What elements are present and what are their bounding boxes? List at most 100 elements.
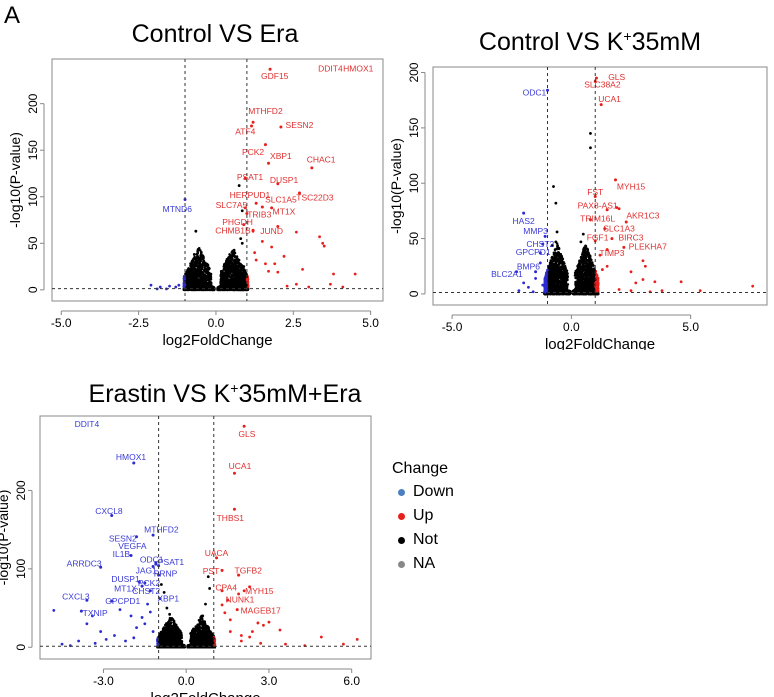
data-point [183, 277, 187, 281]
data-point [587, 264, 591, 267]
data-point [238, 265, 241, 269]
data-point-not [589, 132, 592, 135]
data-point [559, 283, 563, 286]
data-point [581, 273, 585, 277]
data-point-myh15 [614, 178, 618, 182]
data-point [192, 288, 196, 292]
data-point-up [698, 289, 702, 293]
data-point [224, 265, 227, 269]
data-point-not [189, 274, 193, 278]
data-point [199, 282, 203, 285]
data-point [589, 277, 593, 281]
data-point [194, 256, 197, 260]
data-point-herpud1 [254, 201, 258, 205]
data-point [595, 287, 598, 290]
data-point-down [522, 281, 526, 285]
data-point [238, 280, 242, 283]
data-point-up [260, 240, 264, 243]
data-point [590, 264, 594, 267]
data-point [194, 264, 197, 268]
data-point [582, 283, 586, 287]
data-point [204, 275, 208, 279]
data-point [236, 267, 239, 270]
data-point [555, 278, 559, 281]
data-point-not [199, 269, 202, 273]
data-point-up [353, 272, 357, 276]
data-point [192, 275, 195, 278]
data-point [201, 277, 204, 281]
data-point [592, 280, 595, 283]
data-point-tsc22d3 [297, 191, 301, 195]
data-point [194, 271, 197, 274]
chart-title: Erastin VS K+35mM+Era [89, 380, 362, 408]
gene-label-atf4: ATF4 [235, 127, 255, 137]
gene-label-mtnd6: MTND6 [163, 204, 193, 214]
data-point-not [192, 253, 196, 256]
data-point-mthfd2 [251, 120, 255, 124]
data-point-not [240, 241, 244, 245]
data-point [575, 271, 579, 275]
data-point-not [233, 260, 236, 264]
data-point [555, 254, 558, 258]
data-point-up [679, 280, 683, 284]
data-point-up [751, 284, 755, 288]
data-point-sesn2 [279, 125, 283, 129]
data-point [544, 281, 547, 285]
data-point-up [321, 241, 325, 245]
data-point [580, 256, 583, 260]
data-point [197, 261, 200, 264]
gene-label-odc1: ODC1 [523, 87, 547, 97]
data-point-pax8-as1 [605, 208, 609, 212]
data-point [233, 270, 237, 274]
chart-title-superscript: + [623, 28, 631, 44]
data-point [239, 273, 242, 276]
data-point [197, 267, 200, 271]
data-point [576, 287, 579, 291]
data-point-not [555, 230, 559, 234]
gene-label-pck2: PCK2 [242, 147, 264, 157]
data-point [241, 268, 245, 272]
data-point [576, 275, 579, 278]
data-point [561, 264, 564, 268]
data-point-not [579, 240, 583, 244]
data-point-atf4 [250, 124, 254, 128]
data-point [233, 255, 236, 258]
data-point [560, 254, 563, 258]
data-point [544, 275, 548, 278]
chart-title: Control VS Era [132, 20, 299, 48]
data-point [558, 287, 561, 291]
data-point [578, 287, 582, 291]
y-tick-label: 0 [26, 286, 40, 293]
data-point [584, 259, 587, 263]
volcano-plot-erastin-vs-k35mm-era: Erastin VS K+35mM+EraDDIT4HMOX1CXCL8MTHF… [0, 380, 372, 697]
data-point [230, 256, 233, 260]
data-point-down [174, 285, 178, 289]
data-point [227, 255, 231, 259]
data-point-timp3 [605, 248, 609, 252]
data-point [578, 259, 581, 263]
chart-title-main: Erastin VS K [89, 380, 231, 408]
data-point [204, 263, 207, 266]
data-point [554, 286, 558, 290]
data-point [219, 275, 223, 278]
data-point [238, 275, 242, 278]
data-point [582, 248, 586, 251]
gene-label-slc7a5: SLC7A5 [216, 200, 248, 210]
data-point [225, 274, 228, 278]
data-point [546, 268, 549, 272]
data-point-hmox1 [351, 56, 354, 59]
y-tick-label: 50 [26, 236, 40, 250]
data-point-slc7a5 [243, 206, 247, 210]
data-point [216, 286, 220, 289]
data-point [556, 271, 559, 275]
data-point-up [318, 235, 321, 239]
gene-label-pax8-as1: PAX8-AS1 [578, 200, 618, 210]
data-point [188, 284, 191, 288]
data-point [553, 251, 557, 254]
data-point [189, 264, 192, 268]
data-point [565, 286, 569, 289]
gene-label-tsc22d3: TSC22D3 [296, 193, 334, 203]
gene-label-mmp3: MMP3 [523, 226, 548, 236]
gene-label-fst: FST [587, 187, 603, 197]
gene-label-psat1: PSAT1 [237, 172, 264, 182]
